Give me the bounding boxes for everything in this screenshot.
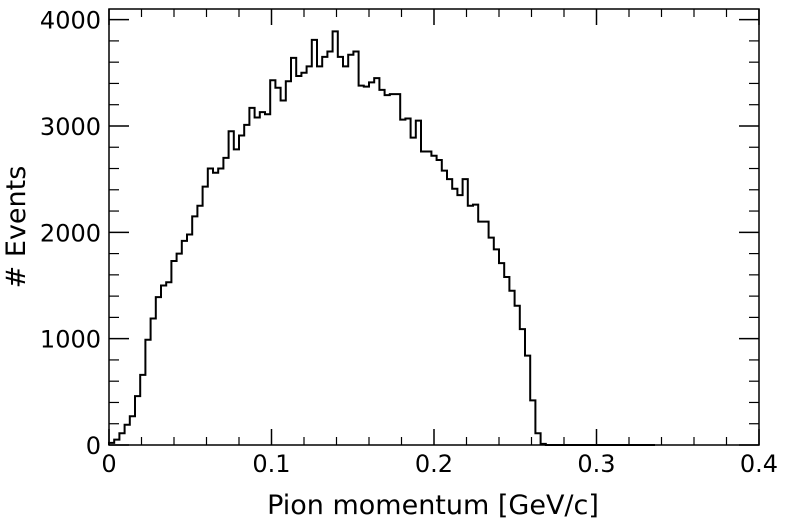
y-tick-label: 4000 xyxy=(40,7,101,35)
x-tick-label: 0.3 xyxy=(577,450,615,478)
x-tick-label: 0.2 xyxy=(415,450,453,478)
y-tick-labels: 0 1000 2000 3000 4000 xyxy=(40,7,101,460)
y-tick-label: 0 xyxy=(86,432,101,460)
x-tick-label: 0.1 xyxy=(252,450,290,478)
y-tick-label: 1000 xyxy=(40,326,101,354)
y-axis-title: # Events xyxy=(1,166,32,289)
histogram-line xyxy=(108,30,655,446)
plot-frame xyxy=(108,8,760,446)
x-tick-labels: 0 0.1 0.2 0.3 0.4 xyxy=(101,450,778,478)
x-tick-label: 0.4 xyxy=(740,450,778,478)
y-tick-label: 3000 xyxy=(40,113,101,141)
y-tick-label: 2000 xyxy=(40,219,101,247)
x-tick-label: 0 xyxy=(101,450,116,478)
x-axis-title: Pion momentum [GeV/c] xyxy=(267,490,599,519)
major-ticks xyxy=(108,9,760,446)
minor-ticks xyxy=(109,9,759,445)
